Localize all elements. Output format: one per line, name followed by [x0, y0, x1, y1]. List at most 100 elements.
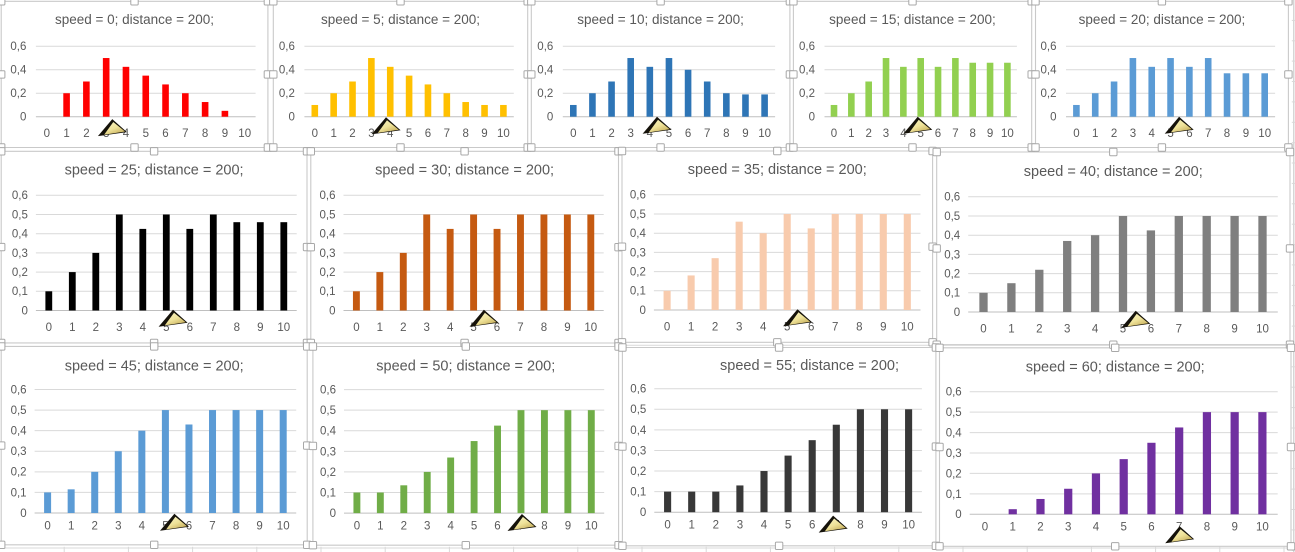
- svg-text:speed = 45; distance = 200;: speed = 45; distance = 200;: [65, 358, 244, 374]
- svg-text:0,6: 0,6: [10, 41, 26, 53]
- svg-text:2: 2: [93, 322, 99, 334]
- svg-text:4: 4: [447, 322, 454, 334]
- svg-text:8: 8: [234, 322, 240, 334]
- svg-text:0: 0: [955, 509, 961, 521]
- svg-text:0,3: 0,3: [630, 445, 646, 457]
- svg-text:9: 9: [742, 128, 748, 140]
- svg-text:0: 0: [330, 508, 336, 520]
- svg-text:8: 8: [856, 321, 862, 333]
- svg-text:9: 9: [880, 321, 886, 333]
- svg-text:2: 2: [400, 322, 406, 334]
- svg-text:0: 0: [20, 508, 26, 520]
- svg-text:10: 10: [277, 520, 290, 532]
- svg-text:6: 6: [494, 322, 500, 334]
- svg-text:4: 4: [761, 520, 768, 532]
- svg-text:2: 2: [713, 520, 719, 532]
- svg-text:0: 0: [980, 323, 986, 335]
- svg-text:0: 0: [1050, 112, 1056, 124]
- svg-text:10: 10: [497, 128, 510, 140]
- svg-text:5: 5: [784, 321, 790, 333]
- svg-text:3: 3: [1065, 522, 1071, 534]
- svg-text:0,6: 0,6: [944, 192, 960, 204]
- svg-text:9: 9: [222, 128, 228, 140]
- svg-text:0,2: 0,2: [279, 88, 295, 100]
- svg-text:3: 3: [116, 322, 122, 334]
- svg-text:0: 0: [44, 520, 50, 532]
- svg-text:speed = 5; distance = 200;: speed = 5; distance = 200;: [321, 12, 480, 27]
- svg-text:10: 10: [758, 128, 771, 140]
- svg-text:0: 0: [809, 112, 815, 124]
- svg-text:7: 7: [444, 128, 450, 140]
- svg-text:speed = 0; distance = 200;: speed = 0; distance = 200;: [55, 12, 214, 27]
- svg-text:5: 5: [1120, 323, 1126, 335]
- svg-text:speed = 30; distance = 200;: speed = 30; distance = 200;: [375, 163, 554, 179]
- svg-text:1: 1: [377, 520, 383, 532]
- svg-text:0: 0: [982, 522, 988, 534]
- svg-text:0,1: 0,1: [630, 286, 646, 298]
- svg-text:2: 2: [865, 128, 871, 140]
- svg-text:0: 0: [639, 305, 645, 317]
- svg-text:8: 8: [1204, 522, 1210, 534]
- svg-text:0,2: 0,2: [320, 467, 336, 479]
- svg-text:0: 0: [354, 520, 360, 532]
- svg-text:1: 1: [68, 520, 74, 532]
- svg-text:10: 10: [901, 321, 914, 333]
- svg-text:0,1: 0,1: [320, 487, 336, 499]
- svg-text:5: 5: [1167, 128, 1173, 140]
- svg-text:speed = 10; distance = 200;: speed = 10; distance = 200;: [577, 12, 744, 27]
- svg-text:8: 8: [202, 128, 208, 140]
- svg-text:0,2: 0,2: [12, 267, 28, 279]
- svg-text:3: 3: [627, 128, 633, 140]
- svg-text:1: 1: [848, 128, 854, 140]
- svg-text:4: 4: [447, 520, 454, 532]
- svg-text:0,1: 0,1: [630, 487, 646, 499]
- svg-text:0,4: 0,4: [12, 229, 29, 241]
- svg-text:0,2: 0,2: [11, 467, 27, 479]
- svg-text:1: 1: [589, 128, 595, 140]
- svg-text:4: 4: [123, 128, 130, 140]
- svg-text:0: 0: [288, 112, 294, 124]
- svg-text:speed = 60; distance = 200;: speed = 60; distance = 200;: [1026, 359, 1205, 375]
- svg-text:speed = 50; distance = 200;: speed = 50; distance = 200;: [376, 359, 555, 375]
- svg-text:0,4: 0,4: [11, 426, 28, 438]
- svg-text:0,6: 0,6: [537, 41, 553, 53]
- svg-text:5: 5: [1120, 522, 1126, 534]
- svg-text:0: 0: [46, 322, 52, 334]
- svg-text:9: 9: [1231, 323, 1237, 335]
- svg-text:4: 4: [647, 128, 654, 140]
- svg-text:0,2: 0,2: [630, 267, 646, 279]
- svg-text:1: 1: [63, 128, 69, 140]
- svg-text:0: 0: [831, 128, 837, 140]
- svg-text:9: 9: [881, 520, 887, 532]
- svg-text:0: 0: [954, 307, 960, 319]
- svg-text:9: 9: [257, 322, 263, 334]
- svg-text:1: 1: [1008, 323, 1014, 335]
- svg-text:0,2: 0,2: [944, 269, 960, 281]
- svg-text:0: 0: [664, 520, 670, 532]
- svg-text:0,1: 0,1: [320, 286, 336, 298]
- svg-text:0,5: 0,5: [630, 209, 646, 221]
- svg-text:0,3: 0,3: [12, 248, 28, 260]
- svg-text:0: 0: [312, 128, 318, 140]
- svg-text:0,3: 0,3: [944, 249, 960, 261]
- svg-text:4: 4: [387, 128, 394, 140]
- svg-text:10: 10: [1001, 128, 1014, 140]
- svg-text:7: 7: [1205, 128, 1211, 140]
- svg-text:7: 7: [1176, 323, 1182, 335]
- svg-text:6: 6: [186, 520, 192, 532]
- svg-text:speed = 35; distance = 200;: speed = 35; distance = 200;: [688, 162, 867, 178]
- svg-text:6: 6: [494, 520, 500, 532]
- svg-text:0,2: 0,2: [630, 466, 646, 478]
- svg-text:3: 3: [423, 322, 429, 334]
- svg-text:10: 10: [1258, 128, 1271, 140]
- svg-text:4: 4: [760, 321, 767, 333]
- svg-text:1: 1: [1092, 128, 1098, 140]
- svg-text:3: 3: [424, 520, 430, 532]
- svg-text:2: 2: [401, 520, 407, 532]
- svg-text:4: 4: [1093, 522, 1100, 534]
- svg-text:9: 9: [987, 128, 993, 140]
- svg-text:0: 0: [664, 321, 670, 333]
- svg-text:6: 6: [1186, 128, 1192, 140]
- svg-text:0,3: 0,3: [320, 248, 336, 260]
- svg-text:10: 10: [902, 520, 915, 532]
